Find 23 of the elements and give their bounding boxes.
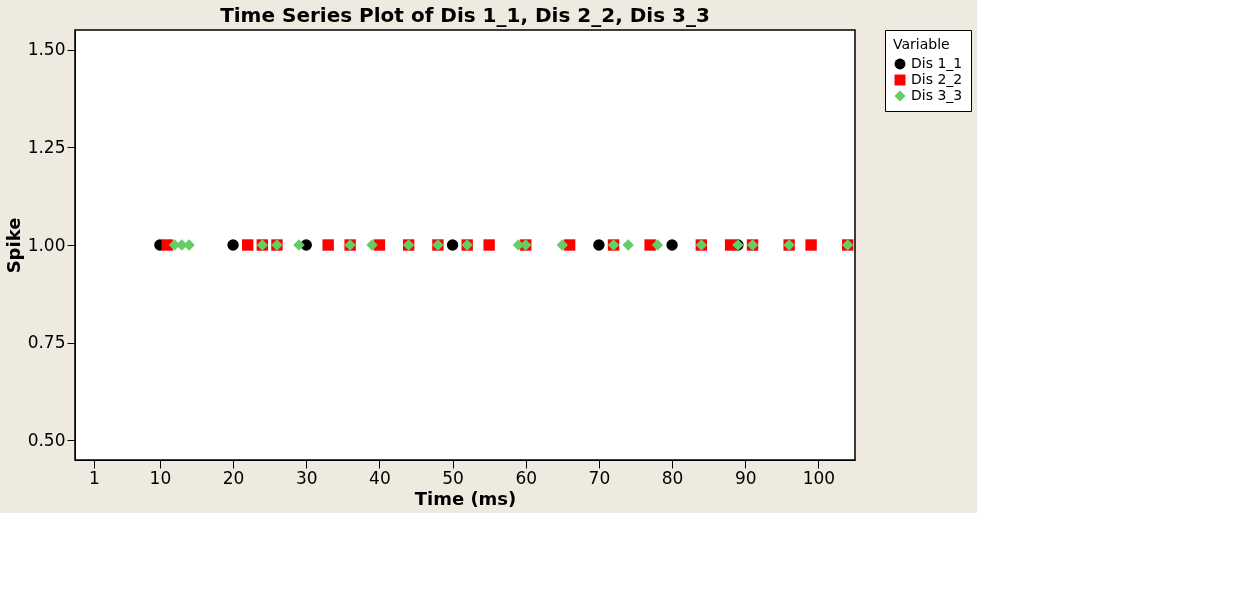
x-axis-title: Time (ms) bbox=[414, 487, 517, 509]
x-tick-label: 60 bbox=[515, 467, 538, 488]
legend-label: Dis 1_1 bbox=[911, 55, 963, 71]
y-axis-title: Spike bbox=[2, 217, 24, 274]
y-tick-label: 0.75 bbox=[27, 332, 66, 353]
x-tick-label: 100 bbox=[802, 467, 836, 488]
chart-title: Time Series Plot of Dis 1_1, Dis 2_2, Dis 3_3 bbox=[220, 2, 710, 27]
x-tick-label: 70 bbox=[588, 467, 611, 488]
y-tick-label: 0.50 bbox=[27, 429, 66, 450]
legend-label: Dis 3_3 bbox=[911, 87, 963, 103]
legend-label: Dis 2_2 bbox=[911, 71, 963, 87]
x-tick-label: 10 bbox=[149, 467, 172, 488]
x-tick-label: 90 bbox=[734, 467, 757, 488]
x-tick-label: 30 bbox=[295, 467, 318, 488]
y-tick-label: 1.25 bbox=[27, 136, 66, 157]
legend-title: Variable bbox=[893, 36, 950, 52]
y-tick-label: 1.50 bbox=[27, 39, 66, 60]
y-tick-label: 1.00 bbox=[27, 234, 66, 255]
x-tick-label: 40 bbox=[369, 467, 391, 488]
x-tick-label: 80 bbox=[661, 467, 684, 488]
x-tick-label: 20 bbox=[222, 467, 245, 488]
x-tick-label: 1 bbox=[89, 467, 100, 488]
x-tick-label: 50 bbox=[442, 467, 464, 488]
